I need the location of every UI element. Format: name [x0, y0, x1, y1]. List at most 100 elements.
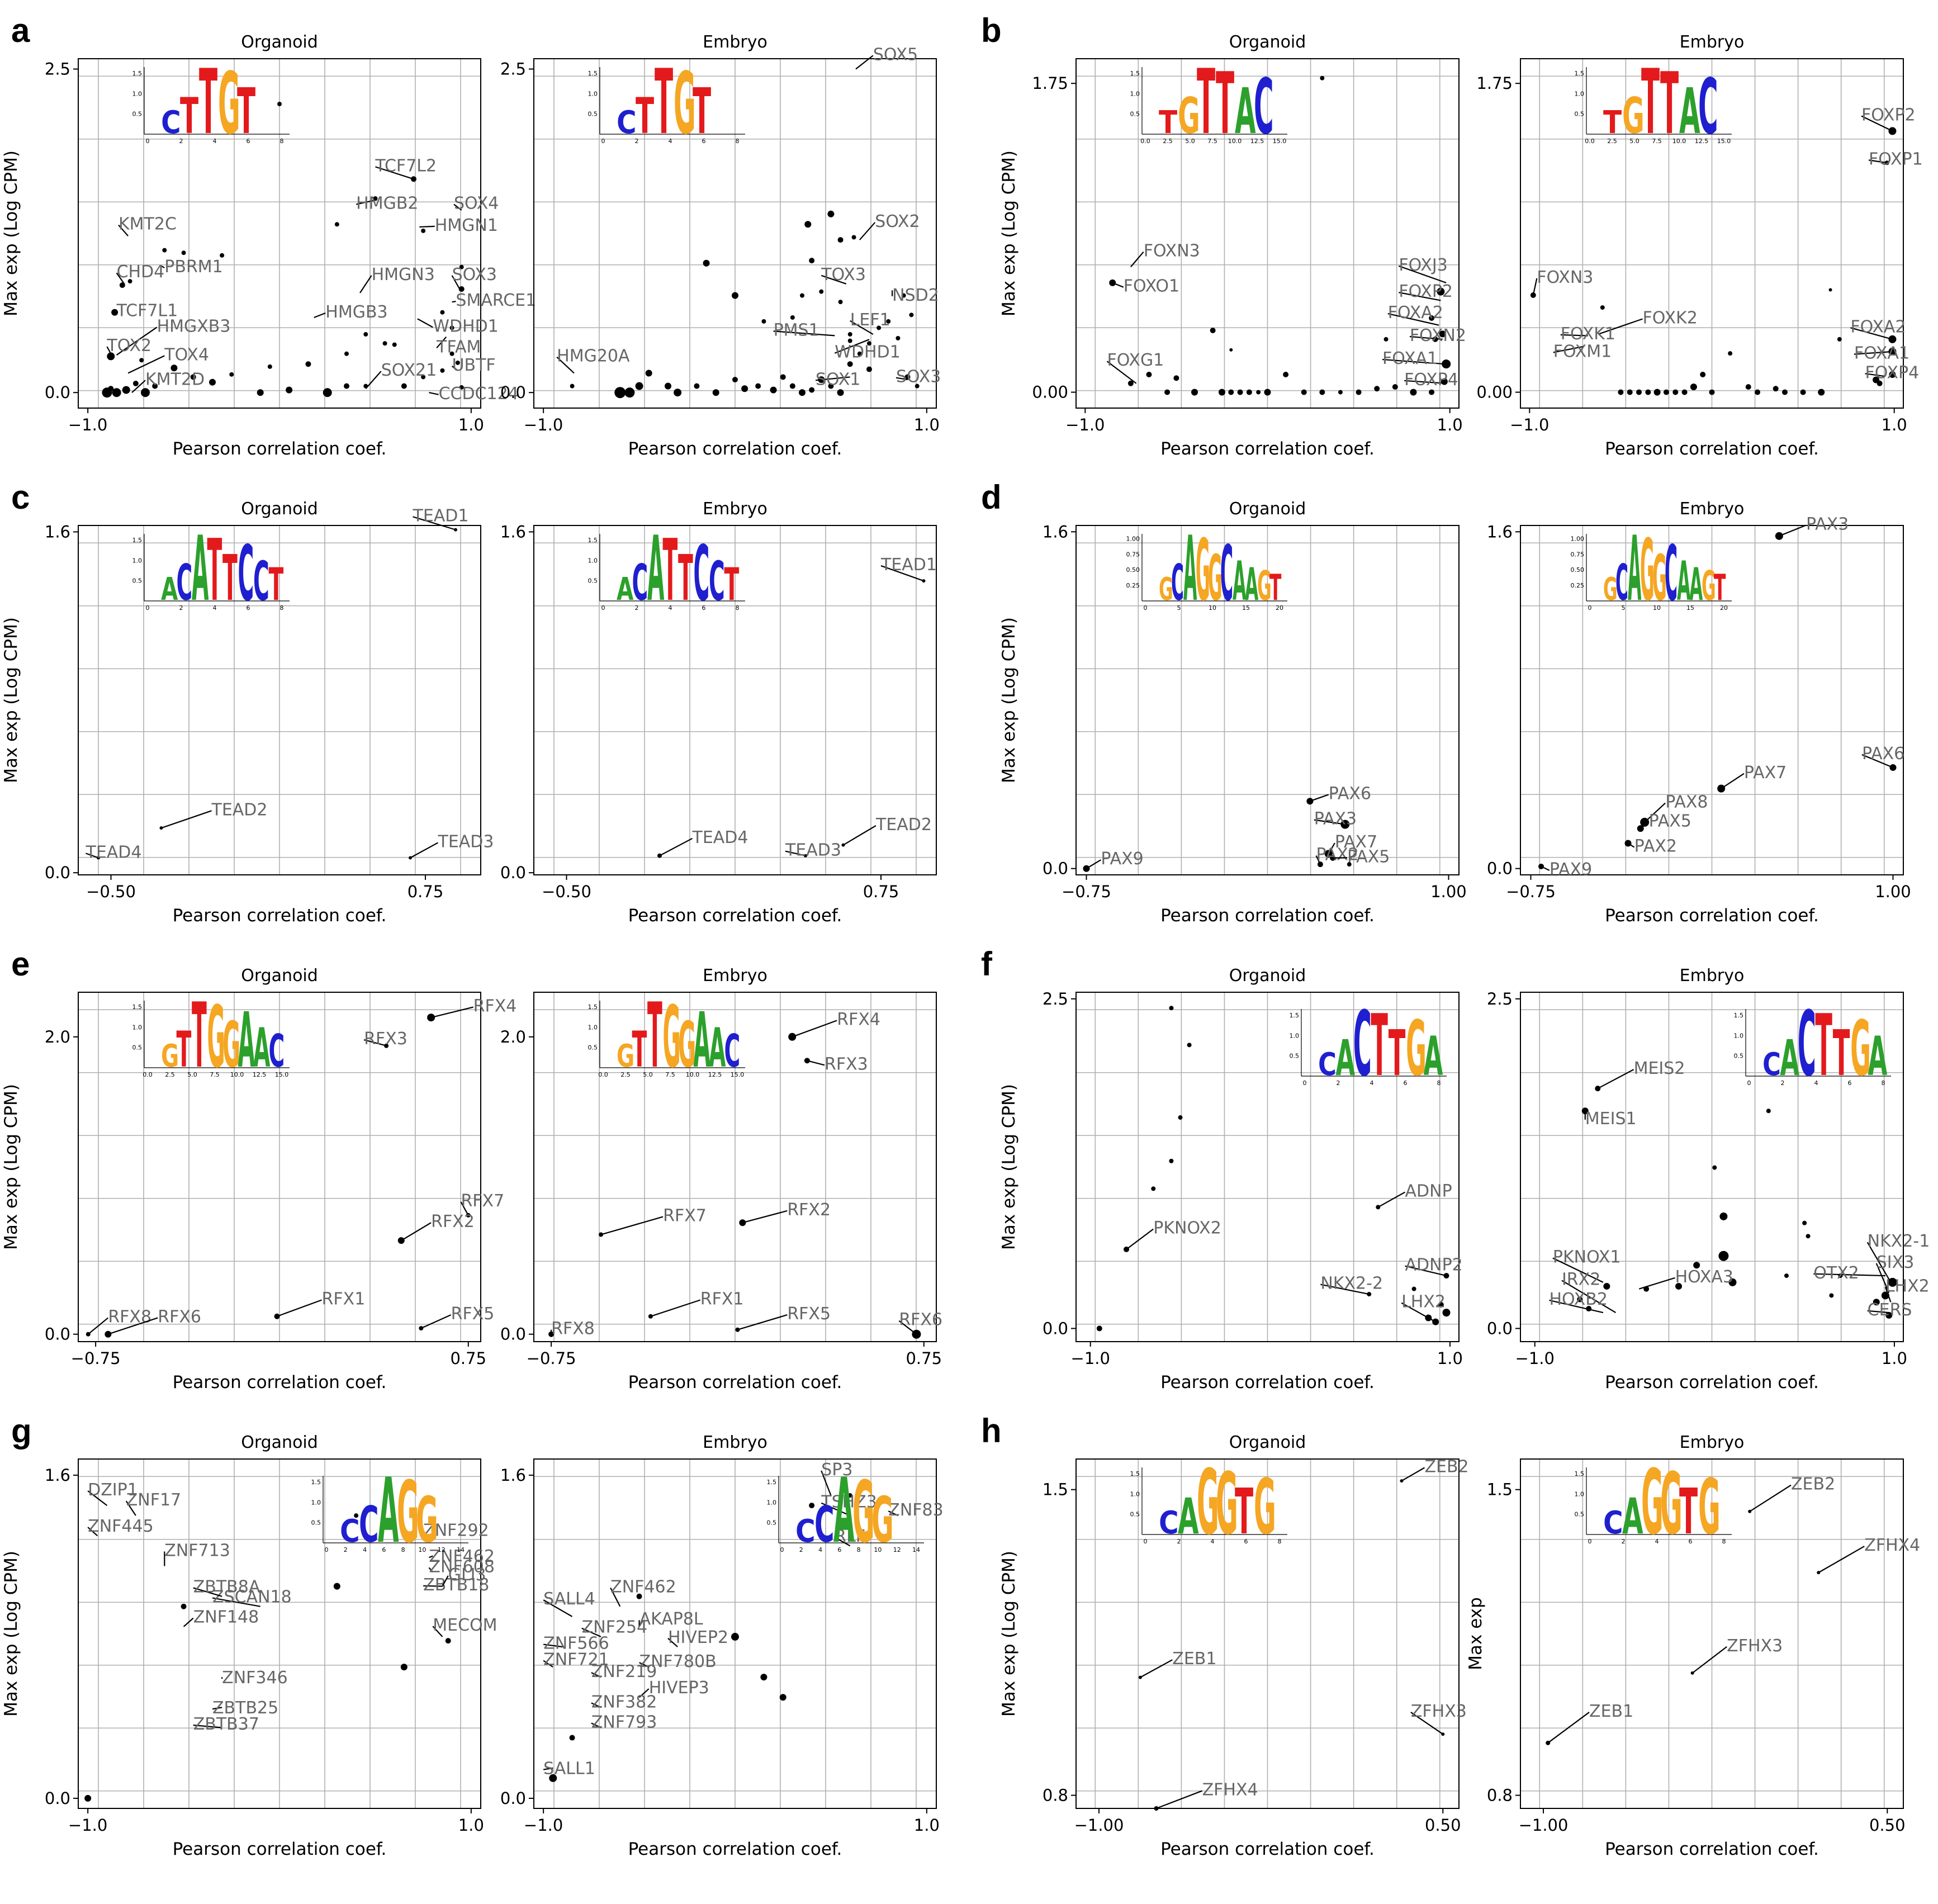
logo-letter: G	[1257, 563, 1272, 610]
data-point	[1264, 389, 1271, 396]
logo-x-tick: 7.5	[1207, 138, 1217, 145]
gene-label: ZNF713	[164, 1541, 230, 1560]
logo-x-tick: 2	[1622, 1538, 1626, 1545]
data-point	[1577, 1296, 1583, 1303]
logo-letter: T	[1371, 997, 1388, 1095]
leader-line	[737, 1314, 788, 1330]
plot-frame	[1520, 1458, 1904, 1809]
leader-line	[125, 1500, 136, 1516]
gene-label: WDHD1	[835, 343, 901, 362]
panel-c: c Organoid −0.50 0.75 0.0 1.6 Pearson correlat…	[1, 479, 937, 926]
data-point	[895, 336, 901, 340]
logo-letter: A	[617, 571, 634, 608]
logo-y-tick: 0.5	[1575, 1511, 1585, 1518]
logo-x-tick: 6	[382, 1546, 386, 1553]
leader-line	[815, 376, 850, 381]
logo-x-tick: 4	[669, 138, 672, 145]
subplot-title: Embryo	[703, 32, 767, 52]
x-tick-label: 1.0	[1882, 415, 1907, 434]
gene-label: NKX2-1	[1868, 1232, 1930, 1251]
data-point	[1410, 389, 1417, 396]
logo-y-tick: 0.5	[588, 111, 598, 118]
subplot-title: Organoid	[241, 966, 318, 986]
data-point	[363, 332, 368, 337]
logo-letter: A	[378, 1458, 399, 1563]
y-tick-label: 2.5	[500, 60, 526, 79]
data-point	[549, 1774, 557, 1782]
logo-letter: G	[1640, 521, 1655, 620]
leader-line	[1875, 1263, 1890, 1294]
data-point	[1773, 386, 1779, 392]
data-point	[1411, 1286, 1416, 1291]
data-point	[458, 286, 465, 292]
data-point	[400, 1664, 407, 1671]
leader-line	[429, 392, 439, 395]
leader-line	[1644, 802, 1666, 823]
leader-line	[419, 225, 435, 228]
leader-line	[1818, 1546, 1865, 1574]
subplot-title: Embryo	[703, 966, 767, 986]
logo-y-tick: 0.75	[1126, 551, 1140, 558]
leader-line	[161, 810, 212, 829]
logo-y-tick: 1.5	[132, 1003, 143, 1011]
subplot-a-0: Organoid −1.0 1.0 0.0 2.5 Pearson correlation…	[1, 32, 536, 459]
gene-label: FOXO1	[1124, 277, 1179, 296]
logo-letter: C	[238, 529, 254, 618]
logo-letter: C	[359, 1496, 379, 1553]
gene-label: RFX4	[473, 997, 517, 1016]
y-tick-label: 0.0	[1487, 1319, 1513, 1338]
panel-letter: e	[11, 945, 30, 983]
logo-x-tick: 7.5	[665, 1071, 675, 1078]
logo-y-tick: 0.5	[767, 1519, 777, 1527]
x-axis-label: Pearson correlation coef.	[173, 906, 387, 926]
logo-x-tick: 4	[213, 604, 217, 612]
gene-label: TEAD4	[692, 828, 748, 847]
data-point	[847, 1493, 852, 1498]
data-point	[1301, 389, 1307, 395]
logo-letter: T	[207, 522, 222, 621]
gene-label: TOX4	[164, 345, 209, 364]
y-tick-label: 0.0	[500, 1325, 526, 1344]
y-axis-label: Max exp (Log CPM)	[999, 150, 1019, 316]
gene-label: RFX3	[825, 1054, 868, 1074]
leader-line	[1749, 1484, 1792, 1512]
logo-letter: T	[222, 542, 238, 615]
logo-x-tick: 8	[401, 1546, 405, 1553]
leader-line	[1382, 358, 1444, 365]
leader-line	[855, 55, 874, 70]
gene-label: OTX2	[1813, 1263, 1859, 1283]
gene-label: ZFHX3	[1411, 1702, 1467, 1721]
logo-letter: T	[1159, 105, 1177, 141]
gene-label: FOXJ3	[1399, 255, 1447, 275]
logo-y-tick: 1.5	[1734, 1012, 1744, 1019]
subplot-g-0: Organoid −1.0 1.0 0.0 1.6 Pearson correlation…	[1, 1433, 497, 1859]
leader-line	[417, 318, 433, 328]
gene-label: RFX6	[158, 1307, 201, 1327]
logo-x-tick: 0	[1588, 1538, 1592, 1545]
logo-letter: T	[180, 87, 198, 145]
logo-x-tick: 15	[1242, 604, 1250, 612]
leader-line	[1086, 859, 1101, 869]
data-point	[1802, 1220, 1807, 1225]
logo-letter: A	[1622, 1488, 1643, 1545]
logo-x-tick: 4	[818, 1546, 822, 1553]
logo-x-tick: 5	[1177, 604, 1181, 612]
logo-letter: G	[1698, 1463, 1721, 1552]
gene-label: SOX2	[875, 212, 920, 231]
gene-label: FOXP4	[1865, 363, 1920, 382]
data-point	[1178, 1115, 1183, 1120]
leader-line	[888, 1510, 898, 1517]
data-point	[333, 1583, 340, 1590]
data-point	[107, 352, 115, 361]
logo-x-tick: 6	[702, 138, 706, 145]
logo-letter: C	[1698, 63, 1718, 151]
leader-line	[1561, 1280, 1617, 1314]
gene-label: FOXP1	[1869, 149, 1923, 169]
subplot-a-1: Embryo −1.0 1.0 0.0 2.5 Pearson correlation c…	[500, 32, 941, 459]
logo-letter: A	[1868, 1025, 1888, 1088]
data-point	[1283, 372, 1289, 378]
data-point	[857, 351, 862, 356]
gene-label: PAX2	[1316, 845, 1359, 865]
gene-label: RFX8	[108, 1307, 151, 1327]
